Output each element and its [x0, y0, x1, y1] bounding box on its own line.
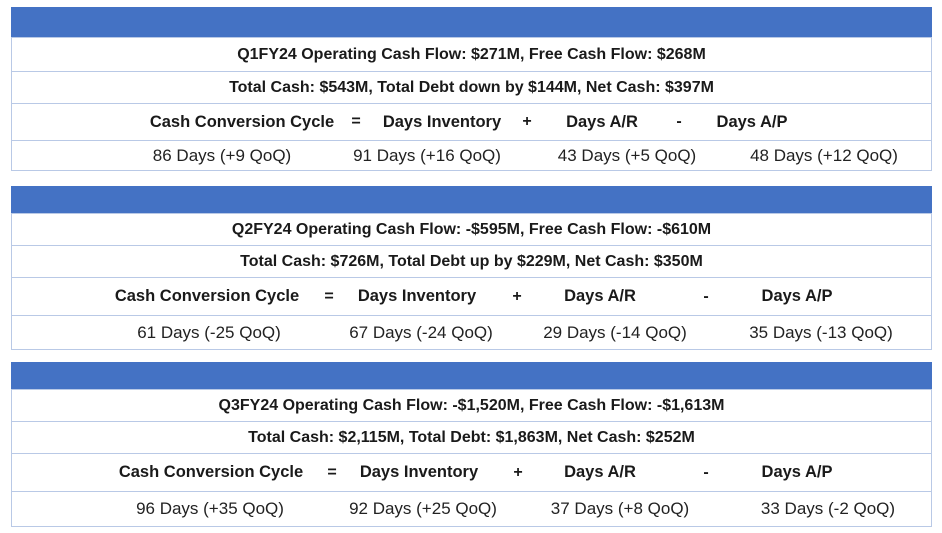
cash-text: Total Cash: $2,115M, Total Debt: $1,863M… — [248, 428, 695, 446]
days-inventory-label: Days Inventory — [382, 112, 502, 131]
days-ap-value: 35 Days (-13 QoQ) — [749, 322, 893, 342]
days-inventory-value: 91 Days (+16 QoQ) — [353, 145, 501, 165]
plus-sign: + — [522, 113, 532, 130]
days-ar-value: 43 Days (+5 QoQ) — [557, 145, 697, 165]
equals-sign: = — [324, 287, 334, 305]
days-ap-label: Days A/P — [716, 112, 788, 131]
plus-sign: + — [512, 287, 522, 305]
days-ar-label: Days A/R — [564, 287, 636, 305]
cash-row: Total Cash: $2,115M, Total Debt: $1,863M… — [11, 421, 932, 454]
headline-row: Q2FY24 Operating Cash Flow: -$595M, Free… — [11, 213, 932, 246]
panel-header-bar — [11, 186, 932, 213]
days-ap-label: Days A/P — [761, 287, 833, 305]
formula-row: Cash Conversion Cycle = Days Inventory +… — [11, 453, 932, 492]
cash-row: Total Cash: $543M, Total Debt down by $1… — [11, 71, 932, 104]
days-ar-label: Days A/R — [564, 463, 636, 481]
ccc-label: Cash Conversion Cycle — [114, 287, 300, 305]
ccc-value: 96 Days (+35 QoQ) — [136, 499, 284, 518]
panel-q2fy24: Q2FY24 Operating Cash Flow: -$595M, Free… — [11, 186, 932, 350]
ccc-label: Cash Conversion Cycle — [118, 463, 304, 481]
equals-sign: = — [327, 463, 337, 481]
values-row: 86 Days (+9 QoQ) 91 Days (+16 QoQ) 43 Da… — [11, 140, 932, 171]
headline-text: Q1FY24 Operating Cash Flow: $271M, Free … — [237, 45, 706, 63]
panel-header-bar — [11, 7, 932, 37]
days-inventory-label: Days Inventory — [357, 287, 477, 305]
values-row: 61 Days (-25 QoQ) 67 Days (-24 QoQ) 29 D… — [11, 315, 932, 350]
ccc-value: 86 Days (+9 QoQ) — [152, 145, 292, 165]
minus-sign: - — [703, 463, 709, 481]
days-ap-label: Days A/P — [761, 463, 833, 481]
days-ap-value: 33 Days (-2 QoQ) — [760, 499, 896, 518]
formula-row: Cash Conversion Cycle = Days Inventory +… — [11, 277, 932, 316]
equals-sign: = — [351, 113, 361, 130]
days-ar-value: 37 Days (+8 QoQ) — [550, 499, 690, 518]
headline-text: Q2FY24 Operating Cash Flow: -$595M, Free… — [231, 220, 712, 238]
panel-header-bar — [11, 362, 932, 389]
days-inventory-value: 92 Days (+25 QoQ) — [349, 499, 497, 518]
days-ar-value: 29 Days (-14 QoQ) — [543, 322, 687, 342]
minus-sign: - — [676, 113, 682, 130]
headline-text: Q3FY24 Operating Cash Flow: -$1,520M, Fr… — [218, 396, 725, 414]
headline-row: Q3FY24 Operating Cash Flow: -$1,520M, Fr… — [11, 389, 932, 422]
ccc-value: 61 Days (-25 QoQ) — [137, 322, 281, 342]
days-inventory-value: 67 Days (-24 QoQ) — [349, 322, 493, 342]
ccc-label: Cash Conversion Cycle — [149, 112, 335, 131]
cash-text: Total Cash: $726M, Total Debt up by $229… — [240, 252, 703, 270]
panel-q3fy24: Q3FY24 Operating Cash Flow: -$1,520M, Fr… — [11, 362, 932, 527]
minus-sign: - — [703, 287, 709, 305]
formula-row: Cash Conversion Cycle = Days Inventory +… — [11, 103, 932, 141]
headline-row: Q1FY24 Operating Cash Flow: $271M, Free … — [11, 37, 932, 72]
cash-row: Total Cash: $726M, Total Debt up by $229… — [11, 245, 932, 278]
panel-q1fy24: Q1FY24 Operating Cash Flow: $271M, Free … — [11, 7, 932, 171]
days-ar-label: Days A/R — [566, 112, 638, 131]
days-ap-value: 48 Days (+12 QoQ) — [750, 145, 898, 165]
days-inventory-label: Days Inventory — [359, 463, 479, 481]
values-row: 96 Days (+35 QoQ) 92 Days (+25 QoQ) 37 D… — [11, 491, 932, 527]
cash-text: Total Cash: $543M, Total Debt down by $1… — [229, 78, 714, 96]
plus-sign: + — [513, 463, 523, 481]
